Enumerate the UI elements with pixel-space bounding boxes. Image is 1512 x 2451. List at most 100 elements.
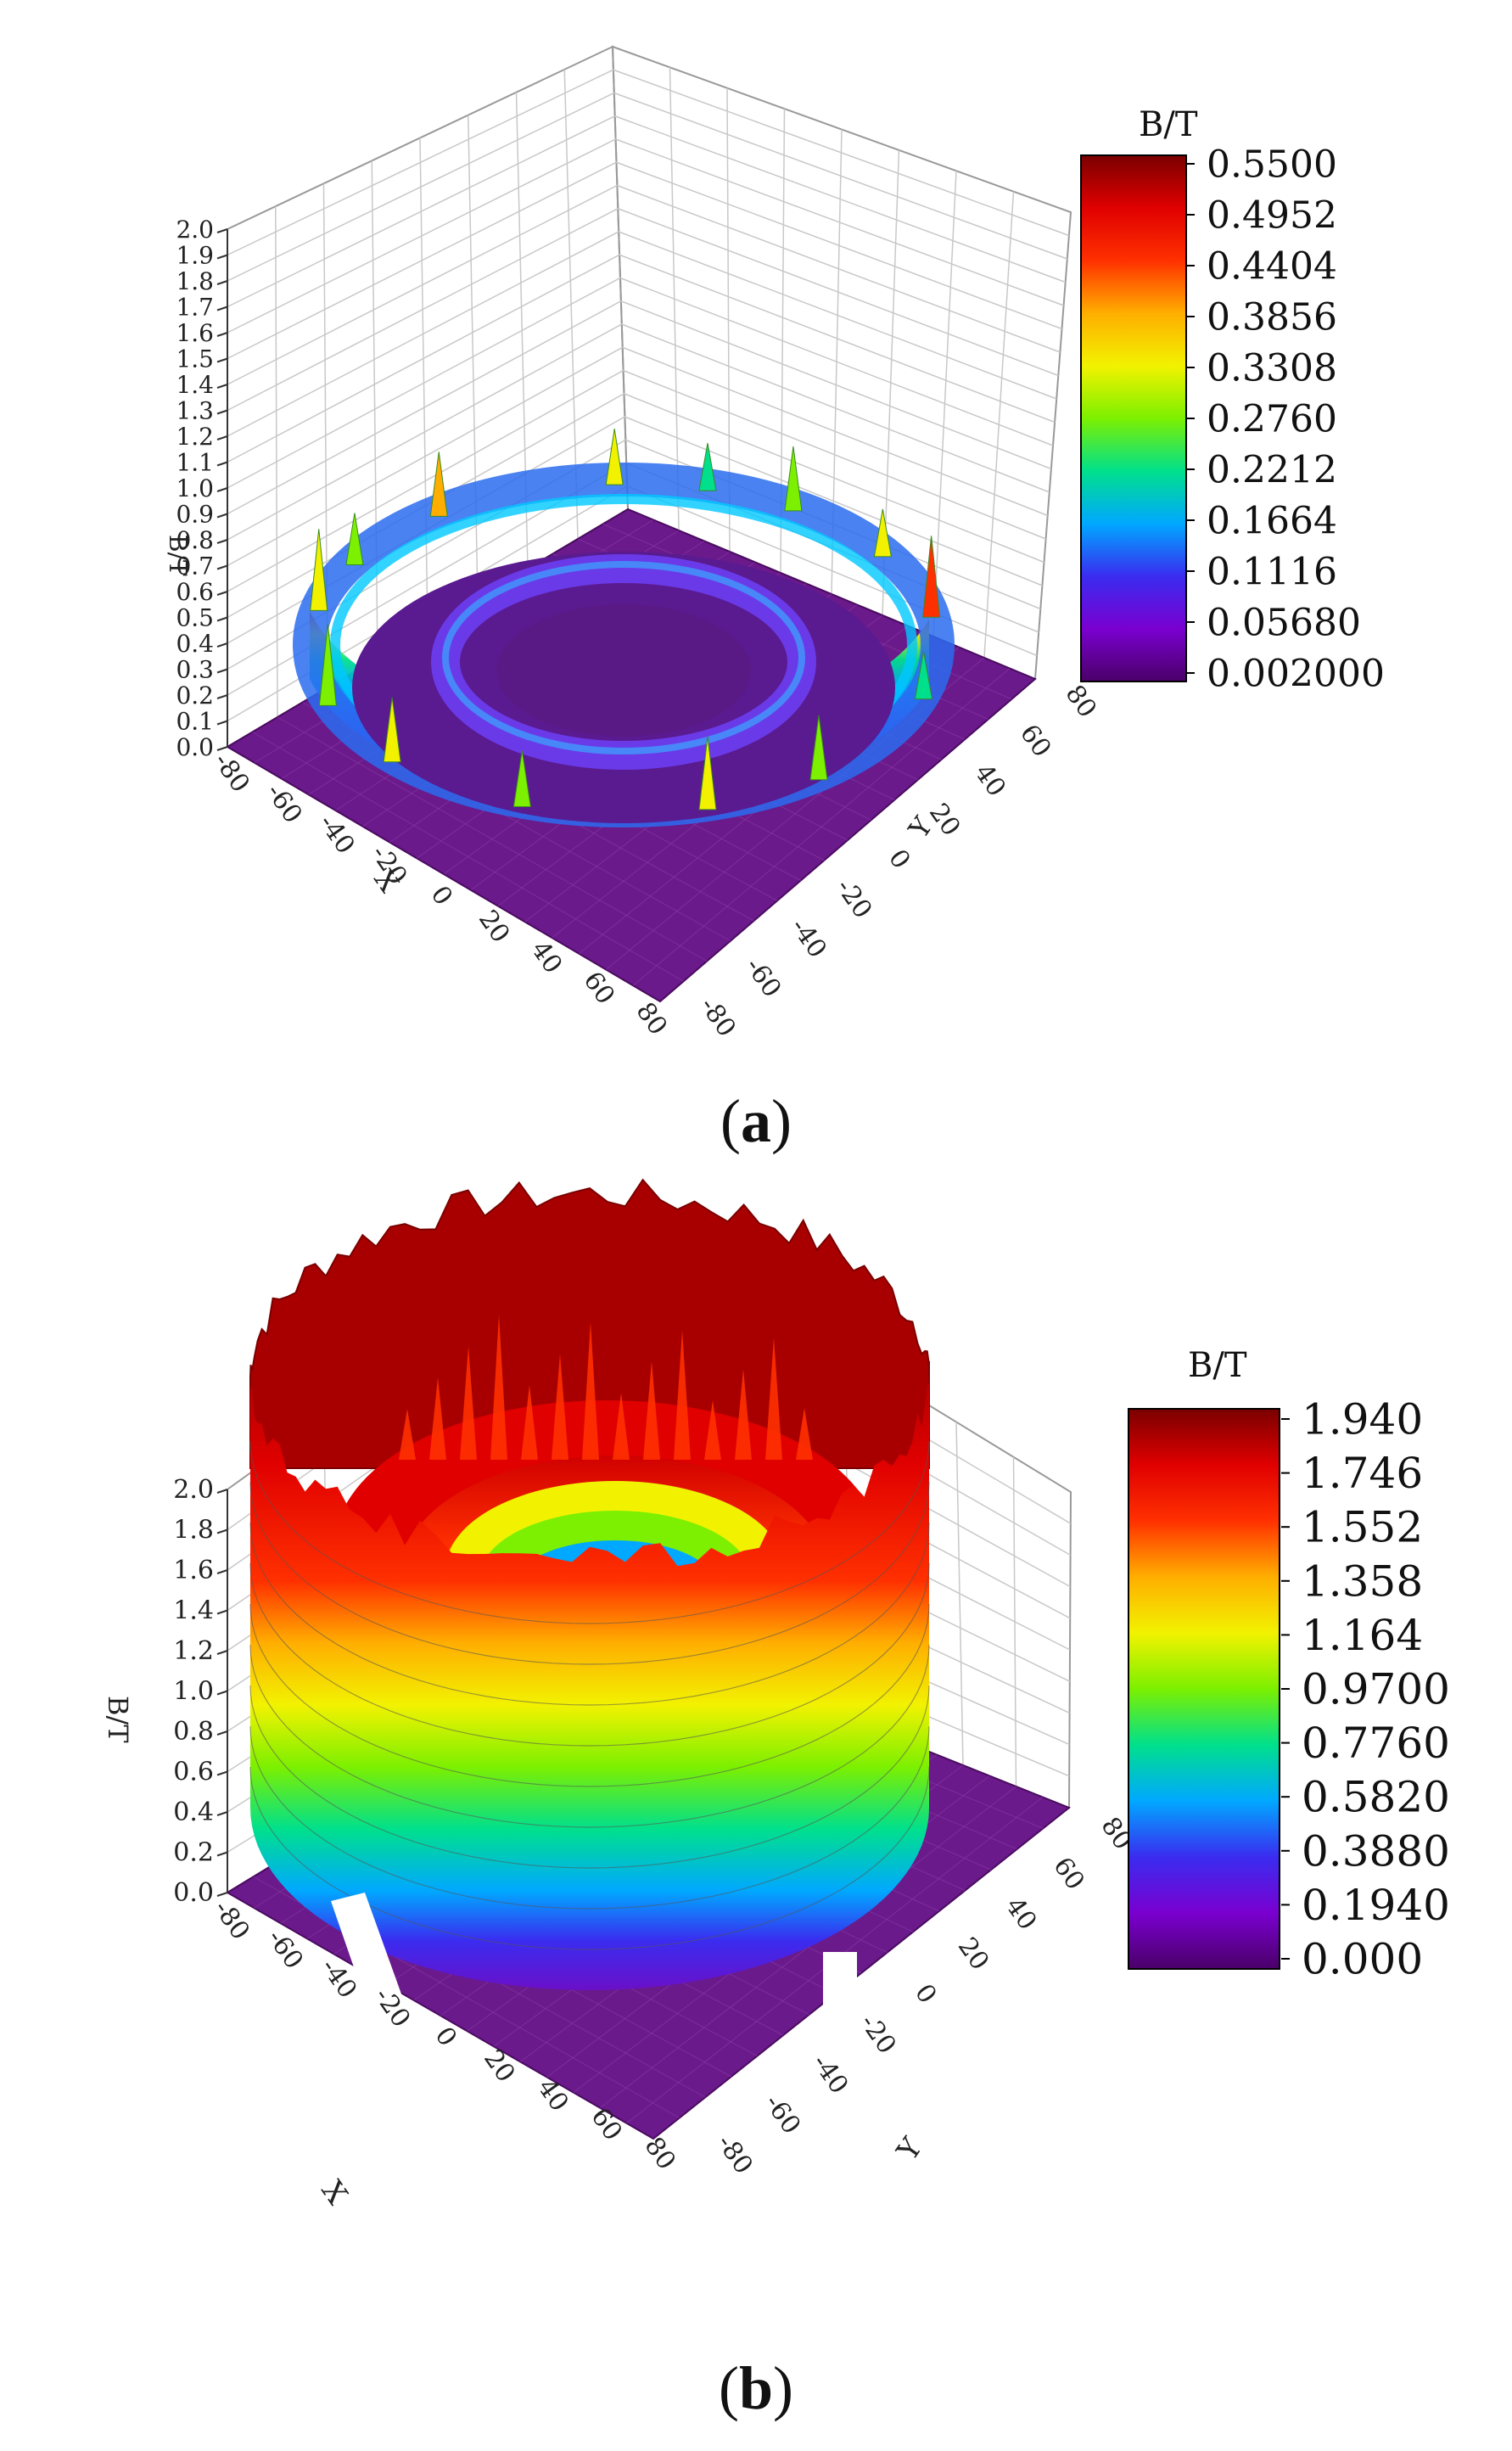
a-z-tick-label: 0.3 (176, 656, 214, 684)
a-field-spike (698, 736, 717, 810)
b-inner-spike (735, 1369, 752, 1460)
b-y-tick-label: 20 (952, 1932, 995, 1976)
a-z-tick-label: 1.3 (176, 397, 214, 425)
a-colorbar-tick-label: 0.05680 (1207, 601, 1361, 644)
a-field-spike (873, 508, 892, 558)
a-field-spike (784, 446, 803, 512)
b-inner-spike (765, 1338, 782, 1460)
a-z-tick-label: 0.6 (176, 578, 214, 606)
b-outer-wall-front (250, 1370, 929, 1990)
a-grid-col-left (371, 160, 378, 659)
a-field-surface (293, 429, 955, 827)
b-inner-spike (429, 1377, 446, 1460)
a-z-tick-mark (216, 306, 228, 311)
a-z-tick-label: 0.5 (176, 604, 214, 632)
a-grid-row (227, 300, 1052, 515)
a-field-spike (914, 651, 933, 700)
a-grid-row (227, 254, 1056, 463)
b-z-tick-label: 0.4 (173, 1798, 214, 1827)
b-z-tick-label: 1.0 (173, 1677, 214, 1707)
b-inner-spike (674, 1330, 691, 1460)
b-field-surface (249, 1178, 930, 2122)
a-z-tick-mark (216, 564, 228, 570)
a-colorbar-tick-label: 0.1664 (1207, 499, 1337, 542)
a-grid-col-right (669, 67, 680, 531)
a-center-disc (496, 604, 751, 737)
b-wall-contour (249, 1522, 930, 1706)
a-y-tick-label: 80 (1059, 680, 1102, 723)
b-y-tick-label: -20 (854, 2009, 901, 2060)
a-grid-col-left (275, 206, 278, 718)
a-field-spike (318, 624, 337, 706)
a-grid-row (227, 277, 1054, 489)
b-wall-contour (249, 1603, 930, 1787)
b-y-tick-label: -80 (711, 2129, 759, 2180)
b-colorbar-tick-label: 0.1940 (1302, 1881, 1450, 1930)
a-z-axis-label: B/T (164, 535, 192, 576)
a-z-tick-mark (216, 539, 228, 544)
b-z-tick-mark (216, 1690, 228, 1696)
a-z-tick-mark (216, 461, 228, 467)
b-z-tick-label: 0.0 (173, 1878, 214, 1908)
b-inner-spike (460, 1346, 477, 1460)
b-colorbar-tick-label: 0.9700 (1302, 1665, 1450, 1714)
b-colorbar-tick-label: 1.164 (1302, 1611, 1423, 1660)
a-grid-row (227, 231, 1057, 437)
a-colorbar-tick-label: 0.2760 (1207, 397, 1337, 440)
a-floor-grid (632, 668, 1011, 986)
b-z-tick-label: 0.6 (173, 1758, 214, 1787)
b-colorbar-bar (1128, 1408, 1280, 1970)
a-grid-row (227, 207, 1059, 412)
b-caption: (b) (719, 2354, 793, 2422)
b-colorbar-tick-label: 1.746 (1302, 1449, 1423, 1498)
b-outer-wall-back (249, 1178, 930, 1469)
b-wall-contour (249, 1644, 930, 1828)
a-z-tick-mark (216, 591, 228, 596)
b-colorbar-tick-label: 1.940 (1302, 1395, 1423, 1444)
a-colorbar-ticks: 0.5500 0.4952 0.4404 0.3856 0.3308 0.2760 0.22… (1186, 143, 1385, 695)
a-z-tick-label: 0.1 (176, 708, 214, 736)
a-z-tick-label: 2.0 (176, 216, 214, 244)
a-grid-row (227, 323, 1050, 541)
a-z-tick-mark (216, 694, 228, 699)
a-z-axis-ticks: 2.01.91.81.71.61.51.41.31.21.11.00.90.80… (176, 216, 228, 761)
b-z-tick-mark (216, 1851, 228, 1857)
a-y-tick-label: -80 (694, 992, 742, 1043)
b-y-axis-label: Y (890, 2131, 930, 2168)
a-z-tick-label: 1.6 (176, 319, 214, 347)
b-grid-col-right (1012, 1456, 1017, 1787)
a-caption: (a) (720, 1087, 792, 1155)
a-field-spike (809, 715, 828, 781)
b-wall-contour (249, 1481, 930, 1665)
a-z-tick-label: 1.1 (176, 449, 214, 477)
a-inner-ring-highlight (442, 561, 805, 754)
a-field-spike (512, 750, 531, 808)
a-colorbar-tick-label: 0.4404 (1207, 244, 1337, 288)
b-colorbar-title: B/T (1188, 1346, 1247, 1385)
b-z-tick-label: 2.0 (173, 1475, 214, 1505)
panel-b: 2.0 1.8 1.6 1.4 1.2 1.0 0.8 0.6 0.4 0.2 0.0 B/T -8… (102, 1178, 1450, 2422)
b-wall-contour (249, 1685, 930, 1869)
b-z-axis-ticks: 2.0 1.8 1.6 1.4 1.2 1.0 0.8 0.6 0.4 0.2 0.0 (173, 1475, 228, 1908)
a-colorbar-tick-label: 0.5500 (1207, 143, 1337, 186)
b-colorbar-tick-label: 0.3880 (1302, 1826, 1450, 1876)
b-z-tick-label: 0.8 (173, 1717, 214, 1747)
a-z-tick-mark (216, 384, 228, 389)
a-y-tick-label: -40 (785, 913, 832, 964)
b-colorbar-tick-label: 0.7760 (1302, 1719, 1450, 1768)
a-colorbar-tick-label: 0.1116 (1207, 550, 1337, 593)
b-y-tick-label: 40 (1000, 1892, 1043, 1935)
b-z-tick-mark (216, 1528, 228, 1534)
b-colorbar-tick-label: 0.5820 (1302, 1773, 1450, 1822)
a-y-tick-label: 40 (968, 759, 1011, 802)
a-colorbar: B/T 0.5500 0.4952 0.4404 0.3856 0.3308 0.2760… (1080, 105, 1385, 695)
b-z-tick-mark (216, 1650, 228, 1655)
b-y-tick-label: -60 (759, 2089, 806, 2140)
b-z-tick-label: 1.4 (173, 1596, 214, 1626)
a-grid-row (227, 69, 1070, 256)
b-inner-spike (582, 1322, 599, 1460)
a-grid-row (227, 161, 1062, 360)
b-z-tick-mark (216, 1489, 228, 1494)
panel-a: 2.01.91.81.71.61.51.41.31.21.11.00.90.80… (164, 45, 1385, 1155)
a-z-tick-mark (216, 720, 228, 726)
